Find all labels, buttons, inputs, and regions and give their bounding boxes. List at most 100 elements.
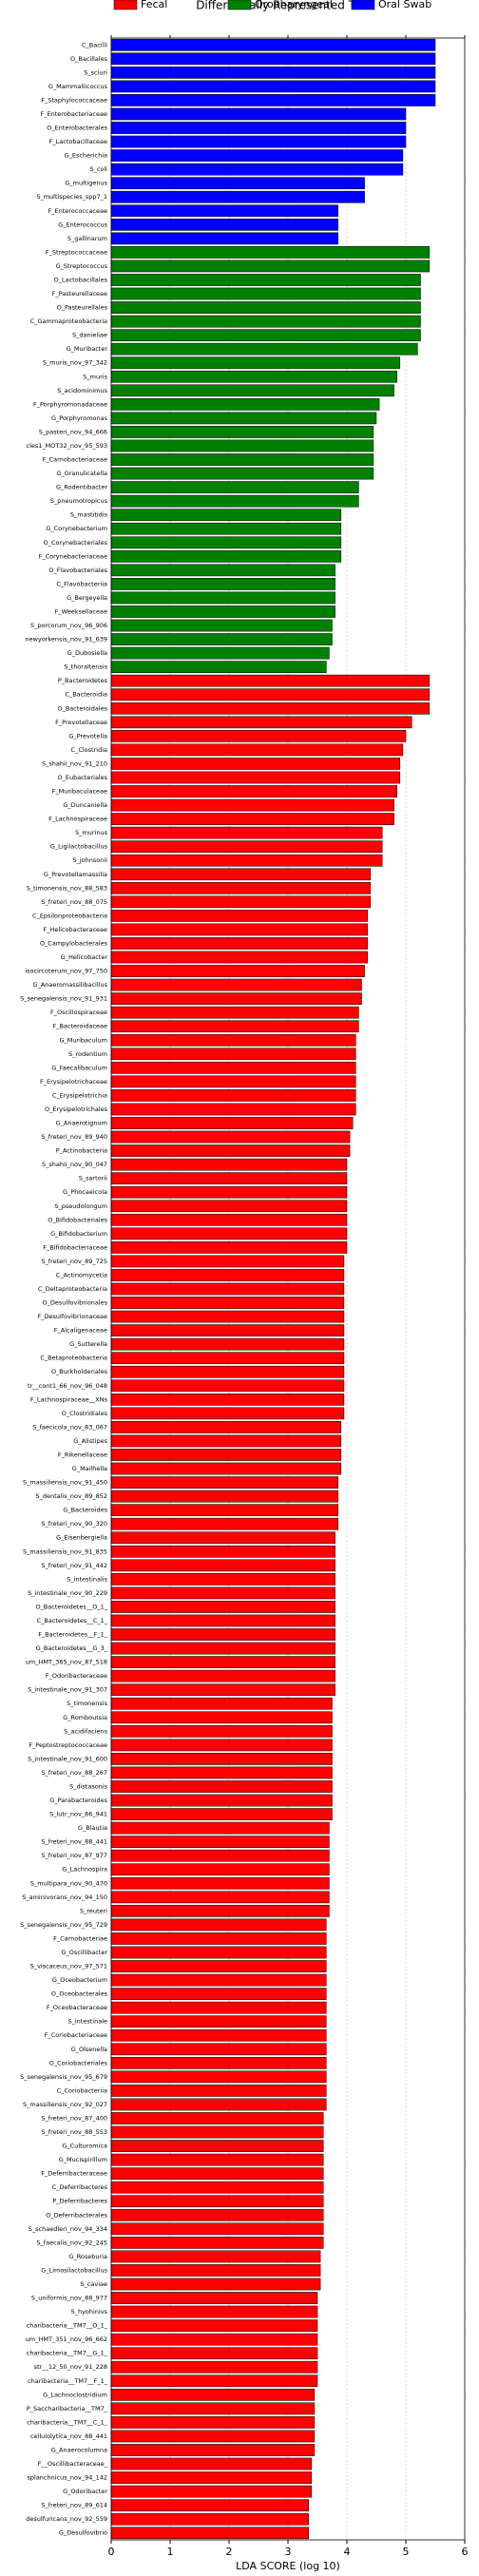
bar bbox=[110, 1905, 330, 1917]
category-label: G_Mailhella bbox=[72, 1465, 107, 1472]
category-label: desulfuricans_nov_92_559 bbox=[26, 2515, 107, 2523]
bar bbox=[110, 1089, 356, 1102]
category-label: S_freteri_nov_90_320 bbox=[41, 1520, 107, 1528]
bar bbox=[110, 2347, 318, 2360]
category-label: S_timonensis_nov_88_583 bbox=[27, 884, 107, 892]
bar bbox=[110, 2070, 327, 2084]
bar bbox=[110, 1724, 333, 1738]
category-label: G_Faecalibaculum bbox=[51, 1064, 107, 1071]
category-label: G_Muribaculum bbox=[59, 1036, 107, 1044]
bar bbox=[110, 1821, 330, 1835]
bar bbox=[110, 1185, 348, 1199]
category-label: tr__cont1_66_nov_96_048 bbox=[28, 1382, 107, 1390]
bar bbox=[110, 1282, 345, 1296]
bar bbox=[110, 122, 407, 134]
category-label: S_murinus bbox=[75, 829, 108, 836]
bar bbox=[110, 1006, 359, 1019]
category-label: F_Streptococcaceae bbox=[46, 248, 107, 256]
category-label: O_Erysipelotrichales bbox=[45, 1105, 108, 1113]
bar bbox=[110, 1946, 327, 1959]
category-label: S_hyohinivs bbox=[71, 2308, 108, 2316]
bar bbox=[110, 384, 394, 397]
bar bbox=[110, 218, 338, 231]
category-label: S_intestinale_nov_91_600 bbox=[28, 1755, 107, 1762]
category-label: G_Oscillibacter bbox=[62, 1949, 108, 1956]
bar bbox=[110, 1213, 348, 1226]
category-label: F_Lachnospiraceae__XNs bbox=[30, 1395, 108, 1403]
bar bbox=[110, 1449, 342, 1461]
category-label: G_Rodentibacter bbox=[56, 484, 107, 491]
category-label: F_Lachnospiraceae bbox=[48, 816, 107, 823]
category-label: P_Bacteroidetes bbox=[58, 677, 108, 684]
category-label: S_senegalensis_nov_95_729 bbox=[20, 1921, 107, 1929]
bar bbox=[110, 646, 330, 660]
category-label: G_Phocaeicola bbox=[63, 1188, 107, 1196]
bar bbox=[110, 1158, 348, 1171]
bar bbox=[110, 481, 359, 493]
category-label: G_Bacteroides bbox=[63, 1507, 107, 1514]
x-tick-label: 2 bbox=[226, 2546, 233, 2558]
category-label: S_freteri_nov_91_442 bbox=[41, 1562, 107, 1569]
category-label: O_Burkholderiales bbox=[51, 1368, 108, 1375]
bar bbox=[110, 1669, 335, 1682]
bar bbox=[110, 2444, 316, 2456]
category-label: S_schaedleri_nov_94_334 bbox=[29, 2225, 107, 2233]
bar bbox=[110, 1103, 356, 1116]
bar bbox=[110, 1269, 345, 1281]
bar bbox=[110, 149, 404, 162]
category-label: O_Coriobacteriales bbox=[49, 2059, 108, 2067]
category-label: S_faecalis_nov_92_245 bbox=[36, 2239, 107, 2246]
category-label: C_Flavobacteriia bbox=[56, 580, 107, 587]
bar bbox=[110, 2499, 309, 2512]
category-label: S_freteri_nov_88_075 bbox=[41, 898, 107, 906]
x-tick-label: 1 bbox=[167, 2546, 174, 2558]
category-label: O_Bifidobacteriales bbox=[48, 1216, 107, 1223]
category-label: S_timonensis bbox=[67, 1700, 107, 1707]
bar bbox=[110, 1739, 333, 1752]
legend-swatch bbox=[351, 0, 375, 10]
category-label: F_Odoribacteraceae bbox=[46, 1672, 107, 1680]
bar bbox=[110, 1476, 338, 1489]
category-label: S_lutr_nov_86_941 bbox=[49, 1811, 107, 1818]
category-label: F_Peptostreptococcaceae bbox=[29, 1741, 107, 1749]
bar bbox=[110, 688, 431, 702]
category-label: S_massiliensis_nov_92_027 bbox=[23, 2101, 107, 2108]
category-label: S_freteri_nov_89_940 bbox=[41, 1133, 107, 1141]
category-label: C_Deferribacteres bbox=[52, 2183, 108, 2191]
bar bbox=[110, 1061, 356, 1074]
category-label: F_Bacteroidaceae bbox=[52, 1023, 107, 1030]
bar bbox=[110, 1559, 335, 1572]
x-tick-label: 3 bbox=[285, 2546, 292, 2558]
category-label: O_Pasteurellales bbox=[57, 304, 108, 312]
category-label: S_danieliae bbox=[72, 332, 107, 339]
bar bbox=[110, 1255, 345, 1268]
bar bbox=[110, 1808, 333, 1820]
bar bbox=[110, 619, 333, 632]
bar bbox=[110, 66, 436, 79]
bar bbox=[110, 895, 372, 909]
bar bbox=[110, 135, 407, 148]
bar bbox=[110, 1531, 335, 1545]
category-label: S_pseudolongum bbox=[54, 1202, 107, 1210]
bar bbox=[110, 591, 335, 605]
bar bbox=[110, 2085, 327, 2097]
category-label: F_Muribaculaceae bbox=[52, 788, 107, 796]
category-label: F_Oceobacteraceae bbox=[47, 2004, 107, 2011]
bar bbox=[110, 606, 335, 618]
category-label: C_Epsilonproteobacteria bbox=[32, 912, 107, 919]
bar bbox=[110, 190, 365, 203]
bar bbox=[110, 1932, 327, 1945]
category-label: S_massiliensis_nov_91_450 bbox=[23, 1479, 107, 1487]
category-label: G_Granulicatella bbox=[56, 470, 107, 477]
bar bbox=[110, 1517, 338, 1530]
category-label: G_Limosilactobacillus bbox=[41, 2266, 107, 2274]
bar bbox=[110, 1172, 348, 1185]
bar bbox=[110, 729, 407, 742]
bar bbox=[110, 2430, 316, 2443]
category-label: G_Desulfovibrio bbox=[59, 2529, 107, 2537]
bar bbox=[110, 868, 372, 881]
category-label: F_Alcaligenaceae bbox=[54, 1327, 107, 1335]
category-label: F_Enterobacteriaceae bbox=[40, 110, 107, 118]
category-label: S_rodentium bbox=[68, 1050, 107, 1058]
